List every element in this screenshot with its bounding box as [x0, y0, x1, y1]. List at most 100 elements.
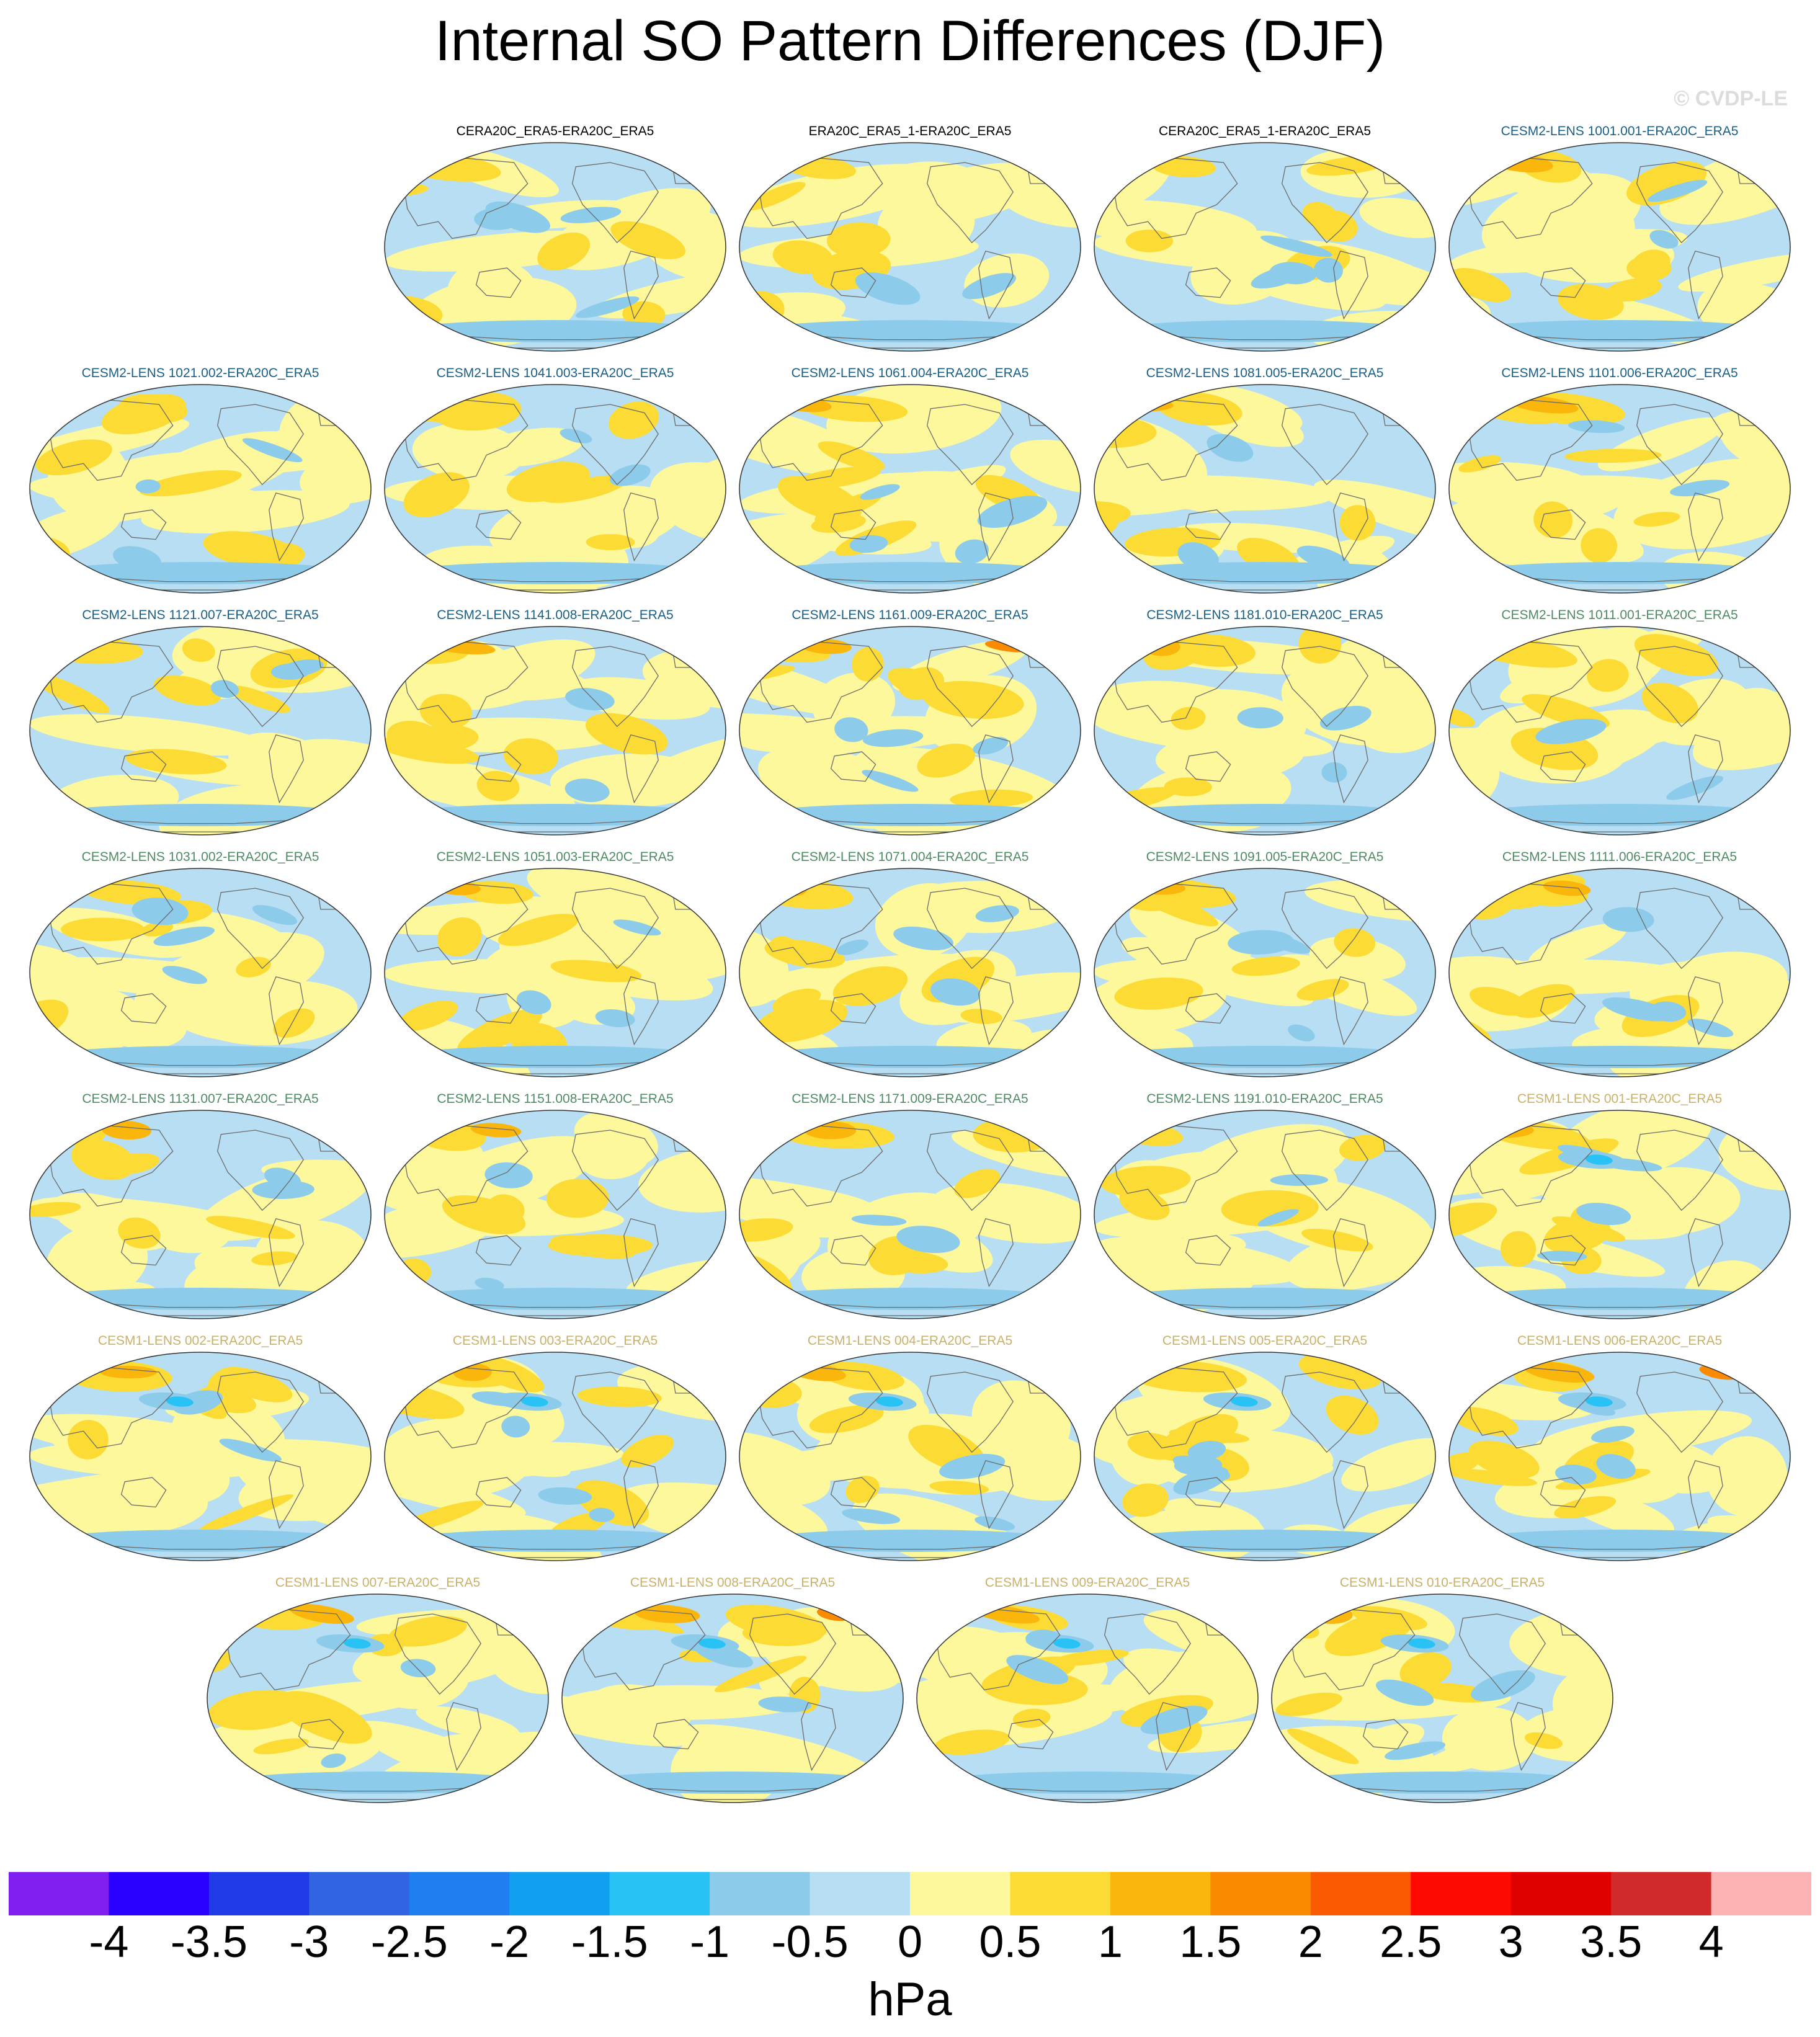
panel-title: CESM2-LENS 1181.010-ERA20C_ERA5: [1146, 608, 1383, 622]
map-field: [1271, 1593, 1613, 1803]
map-panel: CESM2-LENS 1101.006-ERA20C_ERA5: [1442, 366, 1798, 602]
colorbar-tick-label: 3: [1498, 1917, 1523, 1967]
map-panel: CESM1-LENS 004-ERA20C_ERA5: [732, 1334, 1088, 1569]
colorbar-swatch: [208, 1872, 310, 1915]
map-field: [1448, 626, 1791, 836]
map-panel: CESM2-LENS 1171.009-ERA20C_ERA5: [732, 1092, 1088, 1327]
colorbar-swatch: [1411, 1872, 1512, 1915]
colorbar-swatch: [509, 1872, 610, 1915]
colorbar: [9, 1872, 1811, 1915]
colorbar-swatch: [710, 1872, 811, 1915]
map-field: [384, 142, 726, 352]
colorbar-tick-label: 1: [1097, 1917, 1123, 1967]
map-field: [1094, 384, 1436, 594]
panel-title: CESM1-LENS 003-ERA20C_ERA5: [452, 1334, 658, 1348]
colorbar-tick-label: 3.5: [1580, 1917, 1643, 1967]
map-panel: CESM1-LENS 002-ERA20C_ERA5: [22, 1334, 378, 1569]
panel-title: CESM2-LENS 1091.005-ERA20C_ERA5: [1146, 850, 1384, 864]
colorbar-tick-label: -3: [289, 1917, 329, 1967]
panel-title: CESM1-LENS 004-ERA20C_ERA5: [807, 1334, 1013, 1348]
panel-title: CESM2-LENS 1131.007-ERA20C_ERA5: [82, 1092, 319, 1106]
colorbar-swatch: [810, 1872, 911, 1915]
panel-title: CESM2-LENS 1081.005-ERA20C_ERA5: [1146, 366, 1384, 380]
map-panel: CESM1-LENS 006-ERA20C_ERA5: [1442, 1334, 1798, 1569]
colorbar-swatch: [910, 1872, 1011, 1915]
panel-title: CERA20C_ERA5-ERA20C_ERA5: [456, 124, 654, 138]
colorbar-swatch: [1711, 1872, 1811, 1915]
colorbar-swatch: [1210, 1872, 1311, 1915]
panel-title: CERA20C_ERA5_1-ERA20C_ERA5: [1159, 124, 1371, 138]
map-panel: ERA20C_ERA5_1-ERA20C_ERA5: [732, 124, 1088, 360]
panel-title: CESM2-LENS 1151.008-ERA20C_ERA5: [437, 1092, 674, 1106]
map-panel: CESM2-LENS 1041.003-ERA20C_ERA5: [377, 366, 733, 602]
map-field: [384, 1352, 726, 1561]
map-panel: CESM1-LENS 009-ERA20C_ERA5: [909, 1576, 1265, 1811]
map-panel: CESM2-LENS 1181.010-ERA20C_ERA5: [1087, 608, 1443, 844]
map-field: [1094, 1110, 1436, 1319]
map-field: [561, 1593, 904, 1803]
panel-title: CESM2-LENS 1031.002-ERA20C_ERA5: [81, 850, 319, 864]
panel-title: CESM2-LENS 1141.008-ERA20C_ERA5: [437, 608, 674, 622]
map-field: [1094, 868, 1436, 1077]
map-field: [384, 626, 726, 836]
map-panel: CESM2-LENS 1141.008-ERA20C_ERA5: [377, 608, 733, 844]
panel-title: CESM1-LENS 002-ERA20C_ERA5: [97, 1334, 303, 1348]
map-field: [1448, 1352, 1791, 1561]
map-panel: CERA20C_ERA5-ERA20C_ERA5: [377, 124, 733, 360]
panel-title: CESM1-LENS 001-ERA20C_ERA5: [1517, 1092, 1723, 1106]
colorbar-swatch: [1010, 1872, 1111, 1915]
colorbar-swatch: [109, 1872, 210, 1915]
map-panel: CESM1-LENS 010-ERA20C_ERA5: [1264, 1576, 1620, 1811]
colorbar-tick-labels: -4 -3.5 -3 -2.5 -2 -1.5 -1 -0.5 0 0.5 1 1.5 2 2.5 3 3.5…: [0, 1917, 1820, 1972]
map-panel: CESM2-LENS 1071.004-ERA20C_ERA5: [732, 850, 1088, 1085]
panel-title: ERA20C_ERA5_1-ERA20C_ERA5: [808, 124, 1012, 138]
panel-title: CESM1-LENS 010-ERA20C_ERA5: [1339, 1576, 1545, 1590]
map-panel: CESM2-LENS 1191.010-ERA20C_ERA5: [1087, 1092, 1443, 1327]
colorbar-tick-label: 1.5: [1179, 1917, 1242, 1967]
colorbar-tick-label: -2.5: [370, 1917, 448, 1967]
colorbar-swatch: [1510, 1872, 1612, 1915]
map-panel: CESM2-LENS 1111.006-ERA20C_ERA5: [1442, 850, 1798, 1085]
colorbar-tick-label: 2.5: [1380, 1917, 1442, 1967]
map-panel: CESM1-LENS 007-ERA20C_ERA5: [200, 1576, 556, 1811]
map-panel: CESM2-LENS 1051.003-ERA20C_ERA5: [377, 850, 733, 1085]
map-panel: CESM2-LENS 1001.001-ERA20C_ERA5: [1442, 124, 1798, 360]
map-field: [207, 1593, 549, 1803]
panel-title: CESM2-LENS 1061.004-ERA20C_ERA5: [791, 366, 1029, 380]
map-panel: CERA20C_ERA5_1-ERA20C_ERA5: [1087, 124, 1443, 360]
panel-title: CESM1-LENS 009-ERA20C_ERA5: [984, 1576, 1190, 1590]
map-panel: CESM1-LENS 003-ERA20C_ERA5: [377, 1334, 733, 1569]
map-panel: CESM2-LENS 1061.004-ERA20C_ERA5: [732, 366, 1088, 602]
map-field: [29, 868, 372, 1077]
map-panel: CESM2-LENS 1031.002-ERA20C_ERA5: [22, 850, 378, 1085]
colorbar-swatch: [9, 1872, 110, 1915]
colorbar-tick-label: 0: [897, 1917, 923, 1967]
colorbar-tick-label: -4: [89, 1917, 129, 1967]
panel-title: CESM2-LENS 1161.009-ERA20C_ERA5: [792, 608, 1028, 622]
map-field: [384, 868, 726, 1077]
map-panel: CESM2-LENS 1121.007-ERA20C_ERA5: [22, 608, 378, 844]
panel-title: CESM2-LENS 1071.004-ERA20C_ERA5: [791, 850, 1029, 864]
map-panel: CESM2-LENS 1011.001-ERA20C_ERA5: [1442, 608, 1798, 844]
colorbar-tick-label: -1.5: [571, 1917, 648, 1967]
figure-title: Internal SO Pattern Differences (DJF): [434, 9, 1386, 73]
map-field: [1448, 868, 1791, 1077]
panel-title: CESM2-LENS 1111.006-ERA20C_ERA5: [1502, 850, 1737, 864]
map-field: [1094, 142, 1436, 352]
map-field: [1448, 384, 1791, 594]
colorbar-swatch: [1110, 1872, 1211, 1915]
colorbar-tick-label: 4: [1698, 1917, 1724, 1967]
map-panel: CESM2-LENS 1021.002-ERA20C_ERA5: [22, 366, 378, 602]
map-field: [29, 1352, 372, 1561]
panel-title: CESM2-LENS 1021.002-ERA20C_ERA5: [81, 366, 319, 380]
panel-title: CESM2-LENS 1011.001-ERA20C_ERA5: [1501, 608, 1738, 622]
map-field: [1448, 1110, 1791, 1319]
panel-title: CESM1-LENS 007-ERA20C_ERA5: [275, 1576, 481, 1590]
map-field: [739, 626, 1081, 836]
map-field: [1094, 1352, 1436, 1561]
map-panel: CESM1-LENS 008-ERA20C_ERA5: [555, 1576, 911, 1811]
colorbar-tick-label: -2: [489, 1917, 530, 1967]
watermark: © CVDP-LE: [1674, 87, 1788, 110]
panel-title: CESM2-LENS 1041.003-ERA20C_ERA5: [436, 366, 674, 380]
map-panel: CESM2-LENS 1081.005-ERA20C_ERA5: [1087, 366, 1443, 602]
